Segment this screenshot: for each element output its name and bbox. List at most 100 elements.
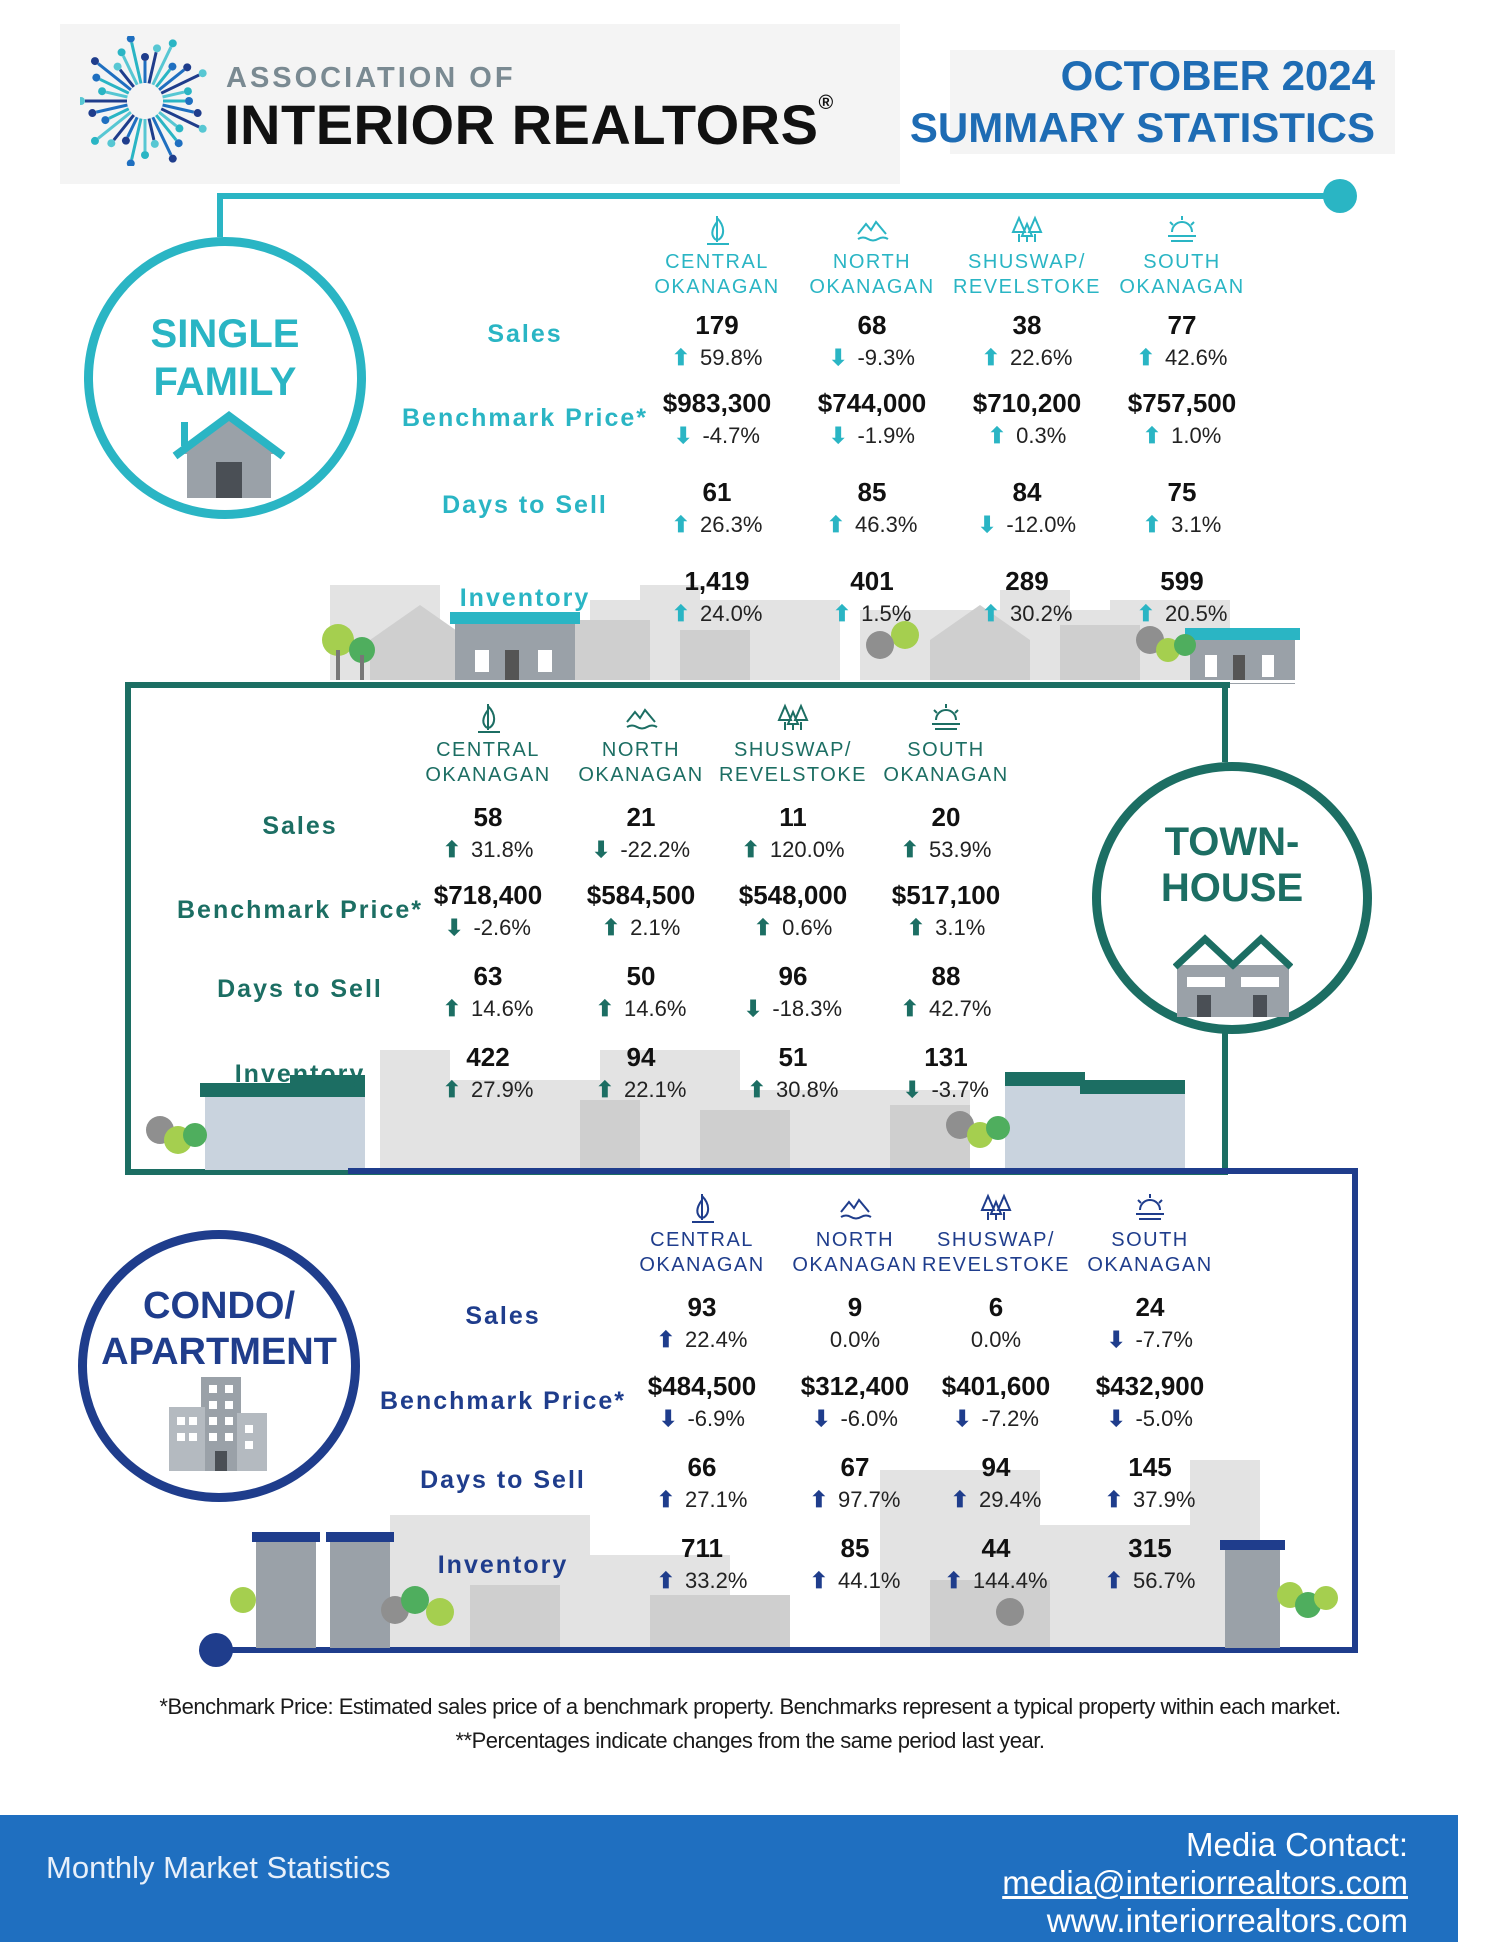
benchmark-cell: $983,300 ⬇ -4.7% (642, 388, 792, 449)
arrow-up-icon: ⬆ (671, 345, 691, 370)
footnotes: *Benchmark Price: Estimated sales price … (0, 1690, 1500, 1758)
sales-value: 68 (857, 310, 887, 340)
change-text: 0.0% (970, 1327, 1022, 1352)
townhouse-label-line1: TOWN- (1164, 820, 1300, 864)
region-name-line1: CENTRAL (665, 251, 769, 273)
arrow-down-icon: ⬇ (591, 837, 611, 862)
benchmark-change: ⬆ 0.3% (952, 423, 1102, 449)
townhouse-badge: TOWN- HOUSE (1092, 762, 1372, 1034)
single-family-label-line1: SINGLE (150, 312, 300, 356)
inventory-cell: 85 ⬆ 44.1% (780, 1533, 930, 1594)
change-text: 3.1% (935, 915, 986, 940)
arrow-up-icon: ⬆ (595, 996, 615, 1021)
change-text: 27.1% (685, 1487, 748, 1512)
days-value: 84 (1012, 477, 1042, 507)
inventory-change: ⬆ 44.1% (780, 1568, 930, 1594)
inventory-cell: 711 ⬆ 33.2% (627, 1533, 777, 1594)
change-text: 0.3% (1016, 423, 1067, 448)
days-value: 85 (857, 477, 887, 507)
region-name-line1: SHUSWAP/ (734, 739, 852, 761)
sales-value: 9 (847, 1292, 863, 1322)
summary-title-box (950, 50, 1395, 154)
arrow-down-icon: ⬇ (674, 423, 693, 448)
days-cell: 85 ⬆ 46.3% (797, 477, 947, 538)
region-header-1: NORTH OKANAGAN (566, 700, 716, 788)
change-text: 30.8% (776, 1077, 839, 1102)
change-text: 27.9% (471, 1077, 534, 1102)
inventory-change: ⬆ 56.7% (1075, 1568, 1225, 1594)
media-contact-label: Media Contact: (1186, 1826, 1408, 1863)
single-family-label-line2: FAMILY (153, 360, 297, 404)
inventory-cell: 401 ⬆ 1.5% (797, 566, 947, 627)
change-text: 46.3% (855, 512, 918, 537)
arrow-up-icon: ⬆ (656, 1568, 676, 1593)
inventory-cell: 599 ⬆ 20.5% (1107, 566, 1257, 627)
region-name-line1: CENTRAL (436, 739, 540, 761)
inventory-change: ⬆ 22.1% (566, 1077, 716, 1103)
media-email-link[interactable]: media@interiorrealtors.com (1002, 1864, 1408, 1901)
change-text: 37.9% (1133, 1487, 1196, 1512)
change-text: -4.7% (702, 423, 760, 448)
arrow-down-icon: ⬇ (903, 1077, 922, 1102)
sailboat-icon (478, 704, 500, 733)
days-cell: 50 ⬆ 14.6% (566, 961, 716, 1022)
row-label-days: Days to Sell (217, 975, 383, 1003)
benchmark-cell: $757,500 ⬆ 1.0% (1107, 388, 1257, 449)
change-text: 144.4% (972, 1568, 1048, 1593)
sales-cell: 24 ⬇ -7.7% (1075, 1292, 1225, 1353)
benchmark-value: $584,500 (586, 880, 696, 910)
region-header-1: NORTH OKANAGAN (780, 1190, 930, 1278)
arrow-up-icon: ⬆ (1142, 512, 1162, 537)
apartment-building-icon (169, 1377, 267, 1471)
days-value: 67 (840, 1452, 870, 1482)
sailboat-icon (707, 216, 729, 245)
benchmark-value: $710,200 (972, 388, 1082, 418)
days-value: 63 (473, 961, 503, 991)
sales-cell: 77 ⬆ 42.6% (1107, 310, 1257, 371)
days-value: 75 (1167, 477, 1197, 507)
website-link[interactable]: www.interiorrealtors.com (1046, 1902, 1408, 1939)
change-text: -7.2% (981, 1406, 1039, 1431)
region-name-line1: CENTRAL (650, 1229, 754, 1251)
change-text: 26.3% (700, 512, 763, 537)
change-text: -1.9% (857, 423, 915, 448)
change-text: 14.6% (471, 996, 534, 1021)
days-change: ⬆ 14.6% (566, 996, 716, 1022)
row-label-inventory: Inventory (234, 1060, 366, 1088)
arrow-up-icon: ⬆ (595, 1077, 615, 1102)
region-header-2: SHUSWAP/REVELSTOKE (921, 1190, 1071, 1278)
region-header-3: SOUTH OKANAGAN (1107, 212, 1257, 300)
inventory-change: ⬆ 1.5% (797, 601, 947, 627)
title-month: OCTOBER 2024 (1060, 52, 1375, 99)
change-text: -3.7% (931, 1077, 989, 1102)
change-text: -18.3% (772, 996, 843, 1021)
logo-name: INTERIOR REALTORS (224, 93, 819, 156)
registered-mark: ® (818, 92, 834, 114)
inventory-value: 401 (850, 566, 894, 596)
arrow-up-icon: ⬆ (900, 996, 920, 1021)
benchmark-cell: $484,500 ⬇ -6.9% (627, 1371, 777, 1432)
benchmark-value: $401,600 (941, 1371, 1051, 1401)
inventory-cell: 289 ⬆ 30.2% (952, 566, 1102, 627)
change-text: -22.2% (620, 837, 691, 862)
logo-association-text: ASSOCIATION OF (226, 62, 516, 94)
inventory-cell: 131 ⬇ -3.7% (871, 1042, 1021, 1103)
benchmark-cell: $517,100 ⬆ 3.1% (871, 880, 1021, 941)
inventory-cell: 422 ⬆ 27.9% (413, 1042, 563, 1103)
arrow-up-icon: ⬆ (656, 1327, 676, 1352)
change-text: 44.1% (838, 1568, 901, 1593)
days-change: ⬆ 26.3% (642, 512, 792, 538)
days-cell: 75 ⬆ 3.1% (1107, 477, 1257, 538)
benchmark-change: ⬆ 3.1% (871, 915, 1021, 941)
change-text: 3.1% (1171, 512, 1222, 537)
arrow-up-icon: ⬆ (826, 512, 846, 537)
days-change: ⬆ 29.4% (921, 1487, 1071, 1513)
sales-change: ⬆ 22.4% (627, 1327, 777, 1353)
row-label-inventory: Inventory (459, 584, 591, 612)
sales-value: 38 (1012, 310, 1042, 340)
inventory-change: ⬆ 27.9% (413, 1077, 563, 1103)
region-name-line2: REVELSTOKE (952, 276, 1102, 298)
footer-bar (0, 1815, 1458, 1942)
arrow-down-icon: ⬇ (977, 512, 997, 537)
